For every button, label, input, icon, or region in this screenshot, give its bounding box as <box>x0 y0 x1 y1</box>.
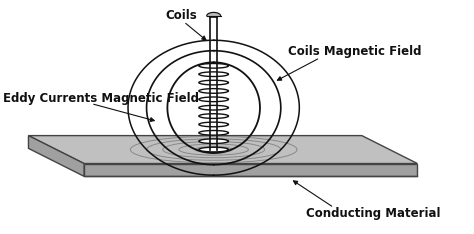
Ellipse shape <box>199 97 228 102</box>
Text: Coils: Coils <box>165 9 197 22</box>
Polygon shape <box>84 164 418 176</box>
Ellipse shape <box>199 114 228 118</box>
Text: Conducting Material: Conducting Material <box>306 207 441 220</box>
Polygon shape <box>207 12 220 16</box>
Ellipse shape <box>199 122 228 127</box>
Ellipse shape <box>199 72 228 77</box>
Polygon shape <box>28 136 418 164</box>
Ellipse shape <box>199 80 228 85</box>
Ellipse shape <box>199 139 228 143</box>
Ellipse shape <box>199 63 228 68</box>
Polygon shape <box>28 136 84 176</box>
Ellipse shape <box>199 89 228 93</box>
Text: Eddy Currents Magnetic Field: Eddy Currents Magnetic Field <box>3 92 199 105</box>
Text: Coils Magnetic Field: Coils Magnetic Field <box>288 45 421 58</box>
Ellipse shape <box>199 105 228 110</box>
Ellipse shape <box>199 131 228 135</box>
Ellipse shape <box>199 147 228 152</box>
